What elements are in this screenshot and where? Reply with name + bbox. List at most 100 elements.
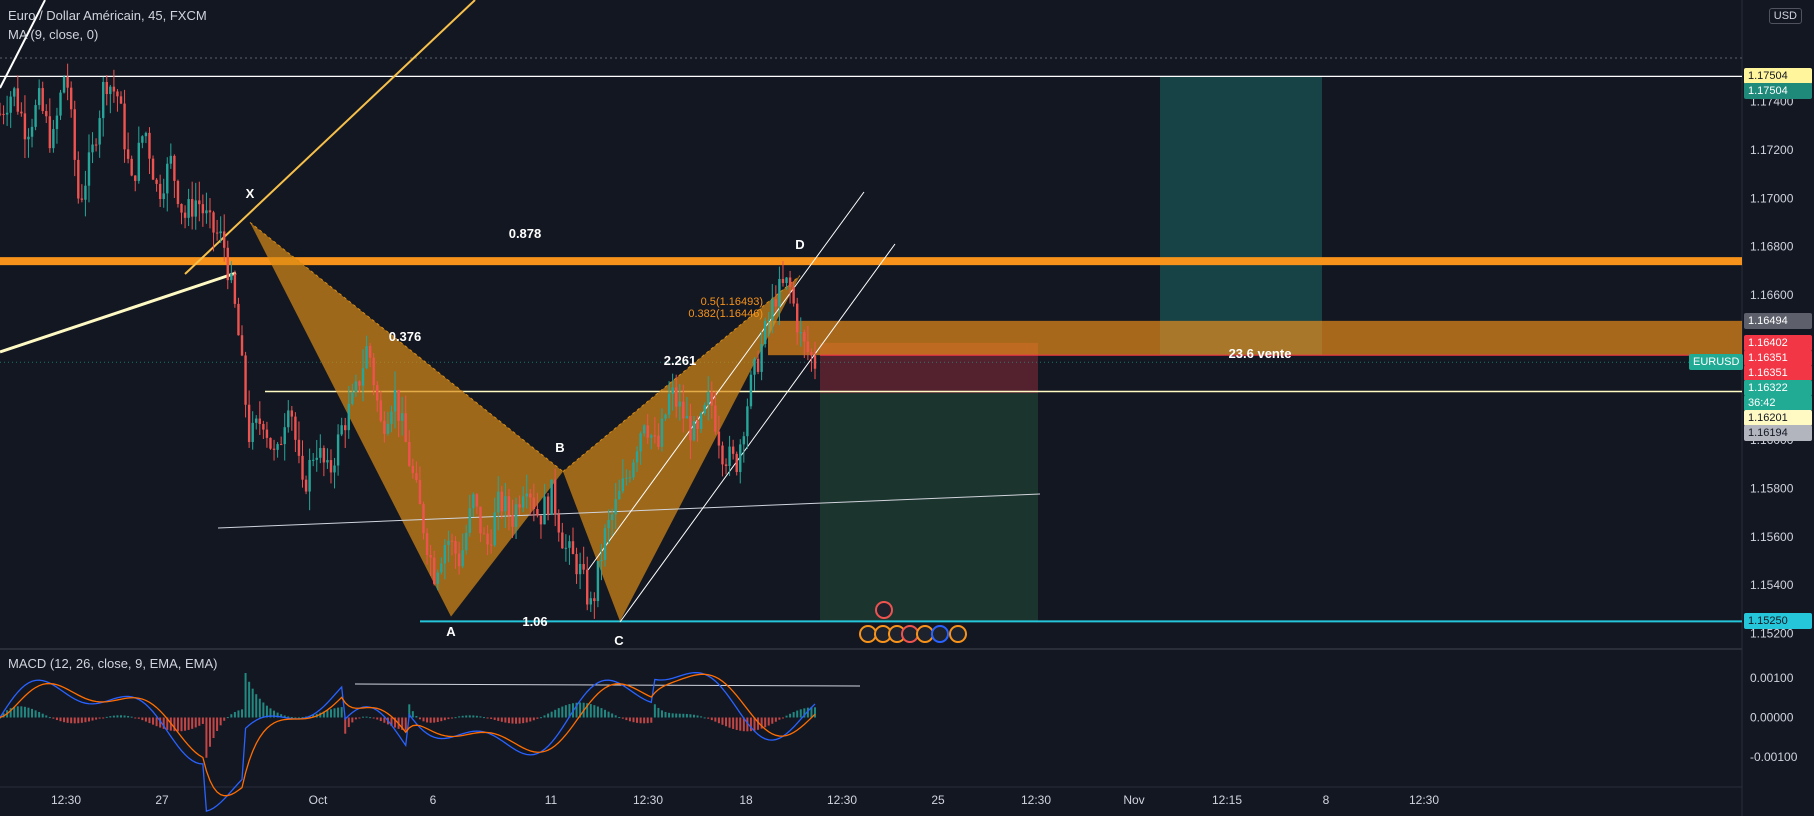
macd-histogram-bar <box>123 715 126 718</box>
macd-histogram-bar <box>682 713 685 718</box>
candle-body <box>650 435 653 438</box>
macd-histogram-bar <box>280 714 283 718</box>
candle-body <box>461 550 464 567</box>
candle-body <box>265 429 269 438</box>
candle-body <box>607 520 610 529</box>
candle-body <box>493 512 496 546</box>
candle-body <box>749 374 753 407</box>
macd-histogram-bar <box>255 694 258 718</box>
macd-histogram-bar <box>600 708 603 718</box>
candle-body <box>429 555 432 558</box>
macd-histogram-bar <box>500 717 503 722</box>
macd-histogram-bar <box>792 712 795 718</box>
xb-diagonal <box>249 222 564 472</box>
macd-histogram-bar <box>764 717 767 728</box>
macd-histogram-bar <box>490 717 493 719</box>
candle-body <box>269 437 272 449</box>
macd-histogram-bar <box>475 715 478 718</box>
candle-body <box>272 448 276 450</box>
price-tag: 1.15250 <box>1744 613 1812 630</box>
currency-badge[interactable]: USD <box>1768 8 1802 24</box>
pattern-ratio-label: 0.878 <box>509 226 542 241</box>
short-target-zone <box>820 393 1038 622</box>
candle-body <box>518 504 521 508</box>
candle-body <box>447 540 450 546</box>
candle-body <box>105 81 108 95</box>
candle-body <box>73 109 76 160</box>
candle-body <box>813 355 817 369</box>
candle-body <box>162 193 165 200</box>
candle-body <box>628 477 632 479</box>
trendline-white <box>0 0 46 89</box>
candle-body <box>482 533 486 535</box>
candle-body <box>553 479 557 515</box>
economic-event-icon <box>859 625 877 643</box>
macd-histogram-bar <box>358 717 361 719</box>
candle-body <box>190 199 194 217</box>
candle-body <box>212 212 215 233</box>
macd-histogram-bar <box>347 717 350 728</box>
macd-histogram-bar <box>525 717 528 723</box>
candle-body <box>586 569 589 605</box>
symbol-title[interactable]: Euro / Dollar Américain, 45, FXCM <box>8 8 207 23</box>
macd-histogram-bar <box>216 717 219 731</box>
macd-histogram-bar <box>493 717 496 720</box>
macd-histogram-bar <box>137 717 140 719</box>
macd-histogram-bar <box>547 713 550 718</box>
macd-histogram-bar <box>176 717 179 732</box>
candle-body <box>102 81 105 119</box>
candle-body <box>130 158 133 176</box>
economic-event-icon <box>875 601 893 619</box>
macd-histogram-bar <box>429 717 432 723</box>
candle-body <box>735 453 738 472</box>
candle-body <box>696 421 699 429</box>
candle-body <box>148 132 151 159</box>
macd-histogram-bar <box>70 717 73 724</box>
macd-histogram-bar <box>685 713 688 718</box>
macd-indicator-label[interactable]: MACD (12, 26, close, 9, EMA, EMA) <box>8 656 218 671</box>
candle-body <box>112 86 116 92</box>
candle-body <box>158 183 162 200</box>
candle-body <box>639 433 642 452</box>
macd-histogram-bar <box>739 717 742 731</box>
candle-body <box>62 76 66 93</box>
price-tag: 1.16494 <box>1744 312 1812 329</box>
macd-histogram-bar <box>753 717 756 731</box>
macd-histogram-bar <box>34 710 37 718</box>
macd-histogram-bar <box>714 717 717 722</box>
macd-histogram-bar <box>80 717 83 723</box>
macd-histogram-bar <box>461 715 464 718</box>
candle-body <box>393 389 397 412</box>
macd-histogram-bar <box>344 717 347 734</box>
macd-tick-label: 0.00000 <box>1750 711 1794 725</box>
candle-body <box>746 406 749 437</box>
macd-histogram-bar <box>433 717 436 723</box>
macd-histogram-bar <box>237 710 240 718</box>
macd-histogram-bar <box>241 709 244 718</box>
candle-body <box>788 277 792 287</box>
fib-label-0382: 0.382(1.16446) <box>688 308 763 320</box>
macd-histogram-bar <box>301 717 304 719</box>
macd-histogram-bar <box>625 717 628 721</box>
macd-histogram-bar <box>607 711 610 718</box>
time-tick-label: Nov <box>1123 793 1144 807</box>
candle-body <box>724 464 728 466</box>
macd-histogram-bar <box>418 717 421 720</box>
candle-body <box>671 387 674 394</box>
candle-body <box>301 455 304 480</box>
ma-indicator-label[interactable]: MA (9, close, 0) <box>8 27 99 42</box>
candle-body <box>635 451 639 463</box>
macd-histogram-bar <box>515 717 518 724</box>
candle-body <box>87 152 91 186</box>
candle-body <box>422 504 425 534</box>
macd-histogram-bar <box>98 717 101 719</box>
macd-histogram-bar <box>426 717 429 723</box>
economic-event-icon <box>901 625 919 643</box>
candle-body <box>123 103 126 150</box>
economic-event-icon <box>931 625 949 643</box>
candle-body <box>589 598 592 605</box>
macd-histogram-bar <box>522 717 525 724</box>
macd-histogram-bar <box>283 715 286 718</box>
macd-histogram-bar <box>497 717 500 721</box>
